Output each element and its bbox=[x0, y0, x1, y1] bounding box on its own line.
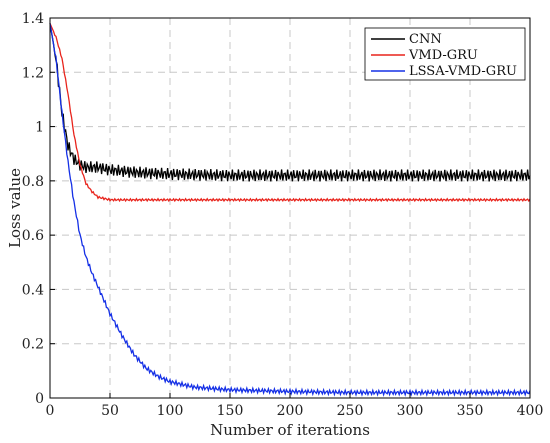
x-tick-label: 100 bbox=[157, 403, 184, 419]
x-axis-title: Number of iterations bbox=[210, 421, 370, 439]
x-tick-label: 350 bbox=[457, 403, 484, 419]
y-axis-title: Loss value bbox=[6, 168, 24, 248]
x-tick-label: 200 bbox=[277, 403, 304, 419]
legend-label-cnn: CNN bbox=[409, 32, 442, 47]
legend: CNN VMD-GRU LSSA-VMD-GRU bbox=[364, 27, 526, 81]
legend-label-vmd-gru: VMD-GRU bbox=[408, 48, 478, 63]
y-tick-label: 1.2 bbox=[22, 65, 44, 81]
y-tick-label: 0 bbox=[35, 391, 44, 407]
y-tick-label: 0.4 bbox=[22, 282, 44, 298]
x-axis-ticks: 0 50 100 150 200 250 300 350 400 bbox=[46, 393, 544, 419]
x-tick-label: 50 bbox=[101, 403, 119, 419]
y-axis-ticks: 0 0.2 0.4 0.6 0.8 1 1.2 1.4 bbox=[22, 11, 55, 407]
x-tick-label: 300 bbox=[397, 403, 424, 419]
x-tick-label: 150 bbox=[217, 403, 244, 419]
y-tick-label: 1 bbox=[35, 120, 44, 136]
legend-box bbox=[364, 27, 526, 81]
series-layer bbox=[49, 23, 531, 397]
y-tick-label: 0.6 bbox=[22, 228, 44, 244]
series-line-cnn bbox=[49, 23, 531, 182]
x-tick-label: 400 bbox=[517, 403, 544, 419]
series-line-vmd-gru bbox=[49, 23, 531, 203]
y-tick-label: 0.2 bbox=[22, 337, 44, 353]
y-tick-label: 1.4 bbox=[22, 11, 44, 27]
y-tick-label: 0.8 bbox=[22, 174, 44, 190]
x-tick-label: 0 bbox=[46, 403, 55, 419]
x-tick-label: 250 bbox=[337, 403, 364, 419]
legend-label-lssa-vmd-gru: LSSA-VMD-GRU bbox=[409, 64, 517, 79]
series-line-lssa-vmd-gru bbox=[49, 23, 531, 397]
